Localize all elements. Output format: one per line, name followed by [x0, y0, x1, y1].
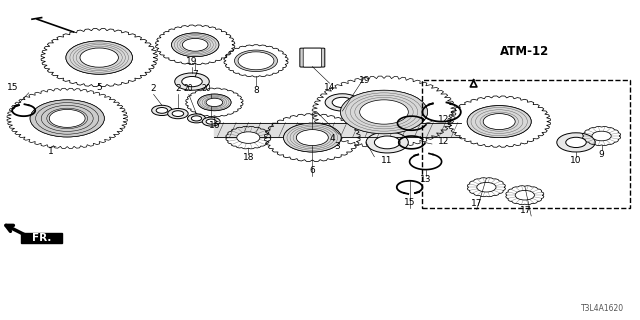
Text: 3: 3 — [335, 142, 340, 151]
Text: 17: 17 — [471, 199, 483, 208]
Circle shape — [175, 73, 209, 90]
Text: 2: 2 — [151, 84, 156, 93]
Polygon shape — [264, 114, 360, 162]
Polygon shape — [226, 126, 271, 149]
Circle shape — [198, 94, 231, 111]
Circle shape — [366, 132, 408, 153]
Circle shape — [234, 50, 278, 72]
Text: T3L4A1620: T3L4A1620 — [581, 304, 624, 313]
Circle shape — [238, 52, 274, 70]
Text: 12: 12 — [438, 137, 450, 146]
Polygon shape — [506, 186, 544, 205]
Polygon shape — [214, 123, 461, 137]
Circle shape — [66, 41, 132, 74]
Circle shape — [80, 48, 118, 67]
Text: 8: 8 — [253, 86, 259, 95]
Circle shape — [191, 116, 202, 121]
Circle shape — [172, 111, 184, 116]
Circle shape — [168, 108, 188, 119]
Polygon shape — [312, 76, 456, 148]
Circle shape — [374, 136, 400, 149]
FancyBboxPatch shape — [300, 48, 324, 67]
Text: 2: 2 — [175, 84, 180, 93]
Text: 5: 5 — [97, 83, 102, 92]
Circle shape — [296, 130, 328, 146]
Polygon shape — [582, 126, 621, 146]
Circle shape — [156, 108, 168, 113]
FancyBboxPatch shape — [21, 233, 62, 243]
Polygon shape — [186, 88, 243, 117]
Circle shape — [49, 109, 85, 127]
Circle shape — [206, 98, 223, 107]
Text: 14: 14 — [324, 83, 335, 92]
Text: 9: 9 — [599, 150, 604, 159]
Polygon shape — [224, 45, 288, 77]
Circle shape — [152, 105, 172, 116]
Text: 15: 15 — [7, 83, 19, 92]
Circle shape — [188, 114, 205, 123]
Polygon shape — [7, 88, 127, 148]
Circle shape — [325, 94, 360, 111]
Text: 19: 19 — [359, 76, 371, 85]
Text: 12: 12 — [438, 115, 450, 124]
Circle shape — [592, 131, 611, 141]
Circle shape — [557, 133, 595, 152]
Circle shape — [340, 90, 428, 134]
Text: 20: 20 — [202, 84, 211, 93]
Circle shape — [340, 90, 428, 134]
Text: FR.: FR. — [32, 233, 51, 243]
Text: 20: 20 — [184, 84, 194, 93]
Circle shape — [237, 132, 260, 143]
Text: 15: 15 — [404, 198, 415, 207]
Text: 18: 18 — [243, 153, 254, 162]
Polygon shape — [156, 25, 235, 65]
Circle shape — [284, 123, 341, 152]
Circle shape — [182, 76, 202, 87]
Circle shape — [566, 137, 586, 148]
Polygon shape — [448, 96, 550, 147]
Text: 19: 19 — [186, 57, 198, 66]
Circle shape — [360, 100, 408, 124]
Circle shape — [238, 52, 274, 70]
Circle shape — [66, 41, 132, 74]
Text: 1: 1 — [49, 147, 54, 156]
Text: 11: 11 — [381, 156, 393, 165]
Circle shape — [172, 33, 219, 57]
Circle shape — [182, 38, 208, 51]
Circle shape — [172, 33, 219, 57]
Circle shape — [467, 106, 531, 138]
Circle shape — [477, 182, 496, 192]
Circle shape — [483, 114, 515, 130]
Circle shape — [467, 106, 531, 138]
Polygon shape — [467, 178, 506, 197]
Bar — [422, 80, 630, 208]
Text: 17: 17 — [520, 206, 531, 215]
Text: 16: 16 — [209, 121, 220, 130]
Polygon shape — [41, 28, 157, 87]
Circle shape — [30, 100, 104, 137]
Text: 7: 7 — [193, 70, 198, 79]
Text: 4: 4 — [330, 134, 335, 143]
Circle shape — [202, 117, 220, 126]
Circle shape — [30, 100, 104, 137]
Circle shape — [206, 119, 216, 124]
Text: 10: 10 — [570, 156, 582, 165]
Circle shape — [515, 190, 534, 200]
Text: 13: 13 — [420, 175, 431, 184]
Text: ATM-12: ATM-12 — [500, 44, 549, 58]
FancyBboxPatch shape — [303, 48, 321, 67]
Circle shape — [332, 97, 353, 108]
Circle shape — [284, 123, 341, 152]
Text: 6: 6 — [310, 166, 315, 175]
Circle shape — [198, 94, 231, 111]
